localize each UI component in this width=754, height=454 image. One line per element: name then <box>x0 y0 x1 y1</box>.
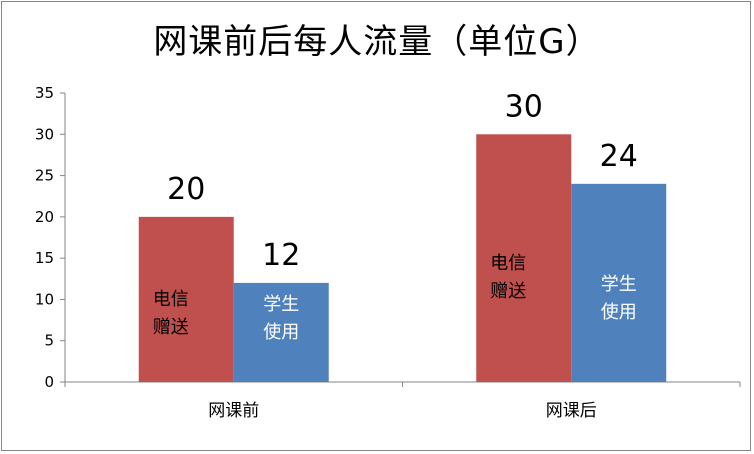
bar <box>138 216 234 382</box>
bar-inner-label: 使用 <box>601 302 637 323</box>
bar <box>476 134 572 382</box>
y-tick-label: 20 <box>35 208 54 226</box>
bar-inner-label: 赠送 <box>490 281 526 302</box>
bar-inner-label: 电信 <box>153 289 189 310</box>
x-category-label: 网课前 <box>208 401 259 421</box>
y-tick-label: 5 <box>44 332 54 350</box>
y-tick-label: 10 <box>35 290 54 308</box>
data-label: 20 <box>167 172 205 207</box>
x-category-label: 网课后 <box>546 401 597 421</box>
y-tick-label: 15 <box>35 249 54 267</box>
bar <box>233 282 329 382</box>
data-label: 30 <box>505 89 543 124</box>
bar-inner-label: 电信 <box>490 253 526 274</box>
bar-inner-label: 赠送 <box>153 317 189 338</box>
bar-inner-label: 使用 <box>263 322 299 343</box>
y-tick-label: 30 <box>35 125 54 143</box>
bar-inner-label: 学生 <box>601 274 637 295</box>
y-tick-label: 25 <box>35 167 54 185</box>
y-tick-label: 0 <box>44 373 54 391</box>
bar <box>571 183 667 382</box>
chart-title: 网课前后每人流量（单位G） <box>153 22 601 62</box>
bar-inner-label: 学生 <box>263 294 299 315</box>
y-tick-label: 35 <box>35 84 54 102</box>
data-label: 12 <box>262 238 300 273</box>
data-label: 24 <box>600 139 638 174</box>
